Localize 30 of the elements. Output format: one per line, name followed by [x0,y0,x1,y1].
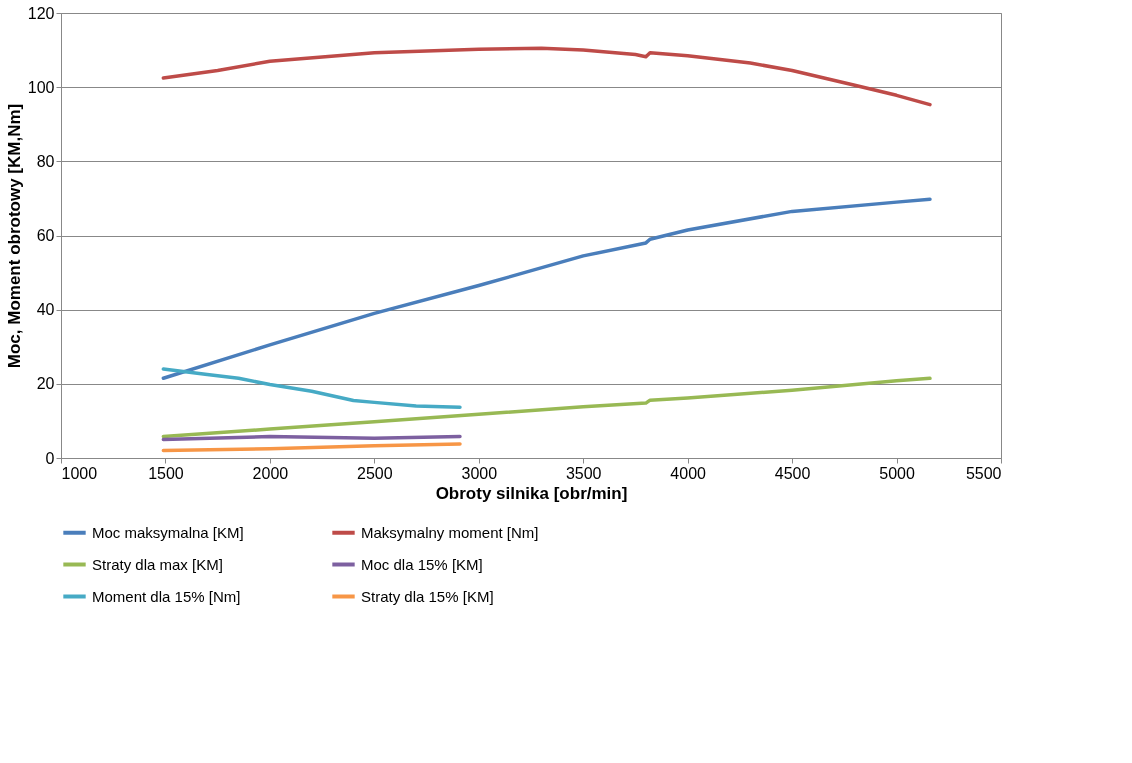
x-tick-label: 4500 [774,464,811,482]
x-axis-title: Obroty silnika [obr/min] [435,483,628,503]
y-axis-title: Moc, Moment obrotowy [KM,Nm] [4,103,24,369]
x-tick-label: 5000 [879,464,915,482]
x-tick-label: 1000 [61,464,98,482]
y-tick-label: 100 [27,78,55,96]
y-tick-label: 60 [36,227,55,244]
line-series [161,367,462,409]
y-tick-label: 80 [36,152,55,170]
x-tick-label: 2500 [357,464,393,482]
legend-label: Maksymalny moment [Nm] [361,523,539,541]
legend-label: Straty dla max [KM] [92,555,223,573]
line-series [161,442,462,453]
y-tick-label: 0 [45,449,55,467]
y-tick-label: 20 [36,375,55,393]
x-tick-label: 3500 [565,464,602,482]
line-series [161,376,932,439]
x-tick-label: 1500 [148,464,184,482]
x-tick-label: 4000 [670,464,707,482]
x-tick-label: 3000 [461,464,498,482]
legend-label: Moc maksymalna [KM] [92,523,244,541]
legend-label: Straty dla 15% [KM] [361,587,494,605]
y-tick-label: 40 [36,301,55,319]
line-series [161,197,932,381]
line-series [161,46,932,107]
x-tick-label: 2000 [252,464,289,482]
x-tick-label: 5500 [965,464,1002,482]
legend-label: Moment dla 15% [Nm] [92,587,241,605]
y-tick-label: 120 [27,4,55,22]
legend-label: Moc dla 15% [KM] [361,555,483,573]
